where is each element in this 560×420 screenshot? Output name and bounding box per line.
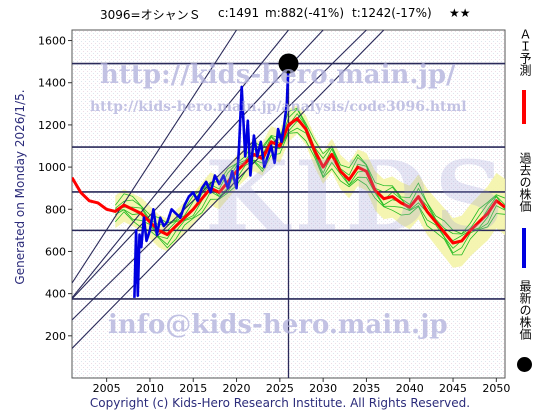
trend-line [72, 30, 324, 300]
legend-past-label: 過去の株価 [518, 152, 532, 212]
header-code: 3096=オシャンＳ [100, 8, 201, 22]
y-tick-label: 1400 [38, 77, 66, 90]
watermark-email: info@kids-hero.main.jp [108, 310, 448, 340]
header-min: m:882(-41%) [265, 6, 345, 20]
y-tick-label: 600 [45, 245, 66, 258]
x-tick-label: 2010 [136, 382, 164, 395]
trend-line [72, 30, 367, 321]
legend-ai-label: ＡＩ予測 [518, 28, 532, 76]
legend-ai-swatch [522, 90, 526, 124]
header-target: t:1242(-17%) [352, 6, 432, 20]
legend-latest-dot [517, 357, 532, 372]
x-tick-label: 2050 [482, 382, 510, 395]
watermark-url-code: http://kids-hero.main.jp/analysis/code30… [90, 99, 467, 115]
x-tick-label: 2025 [266, 382, 294, 395]
header-current: c:1491 [218, 6, 260, 20]
forecast-band [115, 105, 505, 268]
y-tick-label: 1200 [38, 119, 66, 132]
x-tick-label: 2020 [223, 382, 251, 395]
y-tick-label: 1600 [38, 35, 66, 48]
forecast-band-line [114, 132, 505, 256]
series-ai-forecast [72, 117, 505, 245]
legend-past-swatch [522, 228, 526, 268]
y-tick-label: 1000 [38, 161, 66, 174]
x-tick-label: 2045 [439, 382, 467, 395]
y-tick-label: 800 [45, 203, 66, 216]
watermark-big: KIDS [205, 140, 510, 253]
series-past-price [133, 63, 290, 298]
trend-line [72, 30, 238, 284]
x-tick-label: 2030 [309, 382, 337, 395]
y-tick-label: 200 [45, 330, 66, 343]
trend-line [72, 30, 289, 299]
x-tick-label: 2005 [93, 382, 121, 395]
x-tick-label: 2035 [352, 382, 380, 395]
generated-date-label: Generated on Monday 2026/1/5. [13, 89, 27, 285]
copyright-footer: Copyright (c) Kids-Hero Research Institu… [89, 396, 471, 410]
current-price-marker [278, 53, 299, 74]
watermark-url-main: http://kids-hero.main.jp/ [100, 60, 456, 90]
y-tick-label: 400 [45, 288, 66, 301]
header-rating: ★★ [449, 6, 471, 20]
legend-latest-label: 最新の株価 [518, 280, 532, 340]
x-tick-label: 2015 [179, 382, 207, 395]
x-tick-label: 2040 [396, 382, 424, 395]
